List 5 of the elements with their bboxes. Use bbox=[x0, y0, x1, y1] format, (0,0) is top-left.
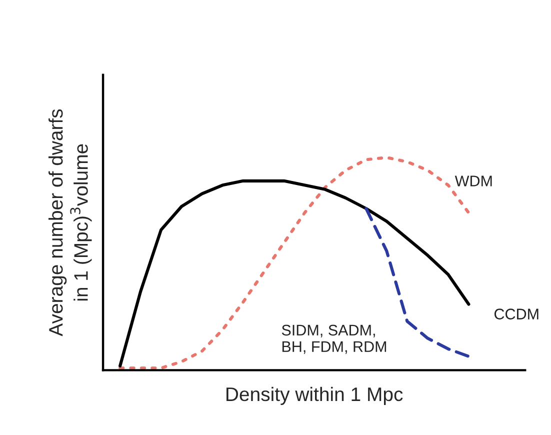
series-label: WDM bbox=[454, 176, 492, 186]
series-label: SIDM, SADM, BH, FDM, RDM bbox=[282, 324, 386, 354]
y-axis-title: Average number of dwarfs in 1 (Mpc)$^{3}$volume bbox=[48, 109, 92, 336]
x-axis-title: Density within 1 Mpc bbox=[226, 386, 403, 405]
series-label: CCDM bbox=[494, 308, 538, 320]
